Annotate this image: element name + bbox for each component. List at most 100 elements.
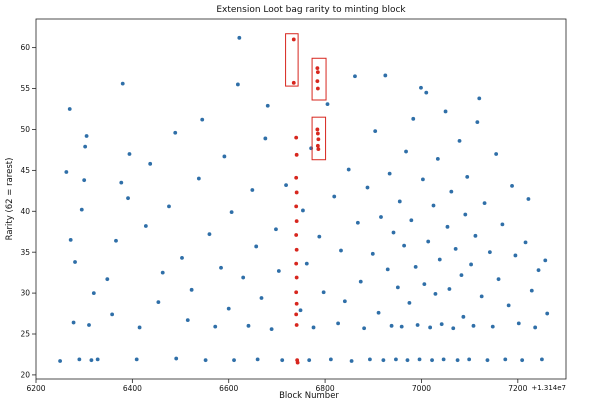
- highlighted-data-point: [294, 275, 299, 280]
- highlighted-data-point: [294, 190, 299, 195]
- data-point: [383, 73, 388, 78]
- data-point: [235, 82, 240, 87]
- data-point: [328, 357, 333, 362]
- data-point: [160, 270, 165, 275]
- data-point: [526, 197, 531, 201]
- data-point: [207, 232, 212, 237]
- data-point: [119, 180, 124, 185]
- data-point: [404, 149, 408, 154]
- data-point: [196, 176, 201, 181]
- data-point: [79, 207, 84, 212]
- highlighted-data-point: [295, 360, 300, 365]
- data-point: [353, 74, 357, 79]
- data-point: [479, 294, 484, 299]
- data-point: [394, 357, 398, 362]
- data-point: [237, 35, 242, 40]
- data-point: [455, 358, 460, 363]
- y-tick-label: 50: [20, 125, 30, 134]
- data-point: [485, 358, 490, 363]
- data-point: [73, 260, 77, 264]
- data-point: [540, 357, 544, 362]
- data-point: [89, 358, 94, 363]
- highlighted-data-point: [316, 137, 321, 142]
- data-point: [437, 257, 442, 262]
- data-point: [431, 203, 436, 208]
- x-tick-label: 7000: [412, 384, 431, 393]
- data-point: [457, 139, 462, 143]
- plot-frame: [35, 18, 567, 380]
- data-point: [373, 129, 378, 133]
- data-point: [482, 201, 487, 205]
- data-point: [189, 287, 194, 292]
- chart-title: Extension Loot bag rarity to minting blo…: [216, 5, 406, 15]
- data-point: [520, 358, 525, 363]
- data-point: [298, 308, 303, 313]
- data-point: [311, 325, 316, 330]
- data-point: [381, 358, 386, 363]
- data-point: [342, 299, 347, 304]
- data-point: [127, 152, 132, 156]
- data-point: [415, 323, 420, 327]
- y-tick-label: 40: [20, 207, 30, 216]
- highlighted-data-point: [294, 261, 299, 266]
- data-point: [58, 359, 62, 363]
- highlighted-data-point: [315, 127, 320, 132]
- data-point: [203, 358, 208, 363]
- data-point: [71, 320, 76, 325]
- highlighted-data-point: [294, 312, 299, 317]
- y-tick-label: 20: [20, 371, 30, 380]
- x-axis: 6200 6400 6600 6800 7000 7200: [26, 379, 528, 393]
- data-point: [91, 291, 96, 295]
- highlighted-data-point: [294, 135, 299, 140]
- highlighted-data-point: [315, 66, 320, 70]
- data-point: [426, 239, 431, 244]
- data-point: [379, 215, 383, 219]
- data-point: [263, 136, 268, 141]
- x-tick-label: 6400: [123, 384, 142, 393]
- data-point: [87, 323, 91, 327]
- data-point: [402, 243, 407, 248]
- data-point: [523, 240, 528, 245]
- data-point: [255, 357, 260, 362]
- y-axis: 20 25 30 35 40 45 50 55 60: [20, 43, 36, 380]
- x-tick-label: 6600: [219, 384, 238, 393]
- data-point: [276, 269, 281, 273]
- data-point: [477, 96, 482, 101]
- data-point: [376, 310, 381, 315]
- y-tick-label: 35: [20, 248, 30, 257]
- data-point: [469, 262, 473, 267]
- data-point: [397, 199, 402, 204]
- data-point: [346, 167, 351, 172]
- data-point: [368, 357, 372, 362]
- data-point: [339, 248, 343, 253]
- data-point: [110, 312, 115, 317]
- data-point: [487, 250, 492, 255]
- data-point: [399, 324, 404, 329]
- data-point: [533, 325, 538, 330]
- data-point: [226, 306, 231, 311]
- data-points: [58, 35, 550, 365]
- data-point: [167, 204, 171, 209]
- data-point: [447, 287, 452, 291]
- y-tick-label: 60: [20, 43, 30, 52]
- data-point: [465, 175, 470, 179]
- plot-area: [35, 18, 567, 380]
- data-point: [545, 311, 550, 316]
- data-point: [114, 238, 118, 243]
- data-point: [64, 170, 69, 174]
- data-point: [461, 314, 466, 319]
- data-point: [490, 324, 495, 329]
- data-point: [443, 109, 448, 114]
- data-point: [143, 224, 148, 228]
- highlighted-data-point: [294, 233, 299, 237]
- data-point: [413, 265, 418, 269]
- data-point: [473, 233, 478, 238]
- highlighted-data-point: [294, 219, 299, 223]
- data-point: [445, 224, 450, 229]
- data-point: [496, 277, 501, 282]
- data-point: [494, 152, 499, 156]
- data-point: [250, 188, 255, 192]
- y-tick-label: 45: [20, 166, 30, 175]
- data-point: [137, 325, 142, 330]
